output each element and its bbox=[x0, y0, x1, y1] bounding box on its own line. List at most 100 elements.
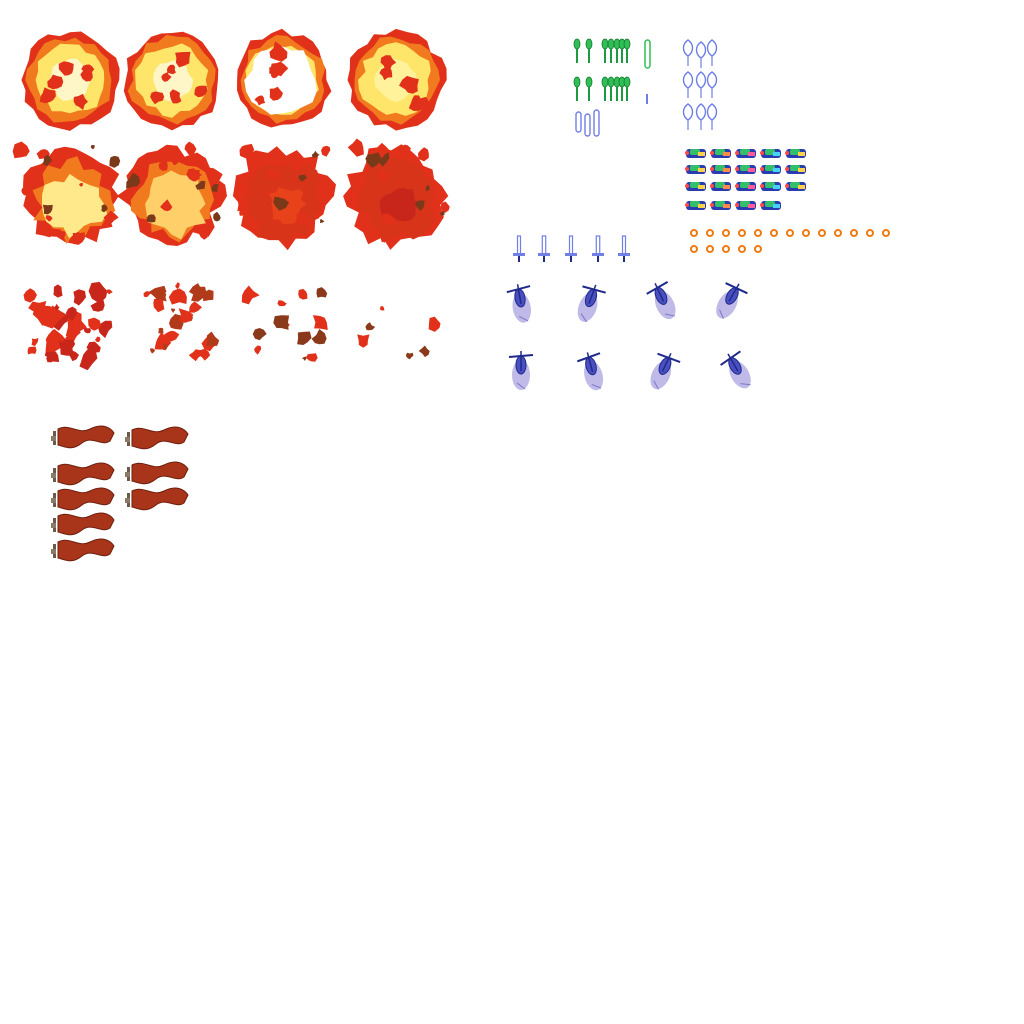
helicopter-icon bbox=[577, 352, 604, 391]
sword-icon bbox=[513, 235, 525, 262]
ring-bullet-set bbox=[690, 229, 890, 253]
helicopter-sprite-set bbox=[506, 280, 751, 391]
green-missile bbox=[623, 38, 631, 63]
ship-sprite bbox=[735, 149, 756, 158]
ship-sprite bbox=[685, 201, 706, 210]
ship-sprite bbox=[710, 201, 731, 210]
blue-droplet bbox=[695, 103, 707, 130]
flag-sprite-1 bbox=[51, 425, 115, 449]
helicopter-icon bbox=[646, 280, 676, 320]
ship-sprite bbox=[760, 149, 781, 158]
explosion-frame-4 bbox=[347, 28, 447, 131]
green-missile bbox=[601, 38, 609, 63]
ring-icon bbox=[866, 229, 874, 237]
flag-sprite-8 bbox=[51, 538, 115, 562]
helicopter-icon bbox=[506, 284, 531, 323]
explosion-frame-9 bbox=[23, 281, 113, 371]
helicopter-icon bbox=[577, 284, 606, 323]
blue-tube-sprite bbox=[575, 111, 582, 133]
blue-droplet-set bbox=[682, 39, 718, 130]
ship-sprite bbox=[760, 182, 781, 191]
ring-icon bbox=[706, 245, 714, 253]
ship-sprite bbox=[710, 149, 731, 158]
ring-icon bbox=[754, 229, 762, 237]
explosion-frame-1 bbox=[21, 31, 120, 131]
helicopter-icon bbox=[716, 282, 748, 319]
green-missile bbox=[601, 76, 609, 101]
ring-icon bbox=[738, 229, 746, 237]
sword-icon bbox=[618, 235, 630, 262]
flag-sprite-6 bbox=[125, 487, 189, 511]
ship-sprite bbox=[710, 165, 731, 174]
ring-icon bbox=[882, 229, 890, 237]
green-missile bbox=[585, 76, 593, 101]
helicopter-icon bbox=[650, 352, 681, 390]
sword-icon bbox=[538, 235, 550, 262]
helicopter-icon bbox=[508, 351, 534, 390]
green-missile bbox=[607, 38, 615, 63]
explosion-frame-2 bbox=[123, 31, 219, 131]
blue-tube-sprite bbox=[584, 113, 591, 137]
blue-droplet bbox=[706, 39, 718, 66]
explosion-frame-11 bbox=[241, 285, 328, 362]
green-missile bbox=[573, 38, 581, 63]
ship-sprite bbox=[685, 149, 706, 158]
blue-droplet bbox=[706, 71, 718, 98]
ring-icon bbox=[722, 245, 730, 253]
ship-sprite bbox=[735, 165, 756, 174]
blue-droplet bbox=[682, 103, 694, 130]
explosion-frame-6 bbox=[116, 141, 227, 246]
blue-droplet bbox=[682, 39, 694, 66]
flag-sprite-4 bbox=[125, 461, 189, 485]
ship-sprite-set bbox=[685, 149, 806, 210]
flag-sprite-2 bbox=[125, 426, 189, 450]
green-missile bbox=[613, 38, 621, 63]
ring-icon bbox=[818, 229, 826, 237]
ship-sprite bbox=[760, 201, 781, 210]
ship-sprite bbox=[710, 182, 731, 191]
blue-droplet bbox=[682, 71, 694, 98]
ship-sprite bbox=[735, 182, 756, 191]
green-capsule bbox=[644, 39, 651, 69]
ring-icon bbox=[802, 229, 810, 237]
ship-sprite bbox=[785, 149, 806, 158]
ring-icon bbox=[754, 245, 762, 253]
ring-icon bbox=[738, 245, 746, 253]
ring-icon bbox=[690, 229, 698, 237]
helicopter-icon bbox=[720, 350, 751, 389]
ship-sprite bbox=[685, 182, 706, 191]
green-missile bbox=[623, 76, 631, 101]
ring-icon bbox=[706, 229, 714, 237]
blue-droplet bbox=[695, 71, 707, 98]
flag-sprite-5 bbox=[51, 487, 115, 511]
explosion-frame-3 bbox=[237, 28, 332, 128]
ring-icon bbox=[786, 229, 794, 237]
sword-sprite-set bbox=[513, 235, 630, 262]
green-missile-set bbox=[573, 38, 651, 137]
explosion-frame-12 bbox=[357, 306, 441, 360]
ring-icon bbox=[690, 245, 698, 253]
ship-sprite bbox=[785, 182, 806, 191]
blue-droplet bbox=[695, 41, 707, 68]
explosion-frame-8 bbox=[343, 138, 450, 250]
flag-sprite-3 bbox=[51, 462, 115, 486]
sword-icon bbox=[565, 235, 577, 262]
ship-sprite bbox=[760, 165, 781, 174]
ring-icon bbox=[834, 229, 842, 237]
blue-droplet bbox=[706, 103, 718, 130]
green-missile bbox=[613, 76, 621, 101]
ring-icon bbox=[770, 229, 778, 237]
blue-tube-sprite bbox=[593, 109, 600, 137]
green-missile bbox=[618, 38, 626, 63]
green-missile bbox=[607, 76, 615, 101]
green-missile bbox=[573, 76, 581, 101]
green-missile bbox=[585, 38, 593, 63]
ring-icon bbox=[850, 229, 858, 237]
sword-icon bbox=[592, 235, 604, 262]
ring-icon bbox=[722, 229, 730, 237]
explosion-frame-5 bbox=[12, 141, 121, 245]
ship-sprite bbox=[735, 201, 756, 210]
explosion-frame-10 bbox=[143, 282, 220, 362]
ship-sprite bbox=[785, 165, 806, 174]
